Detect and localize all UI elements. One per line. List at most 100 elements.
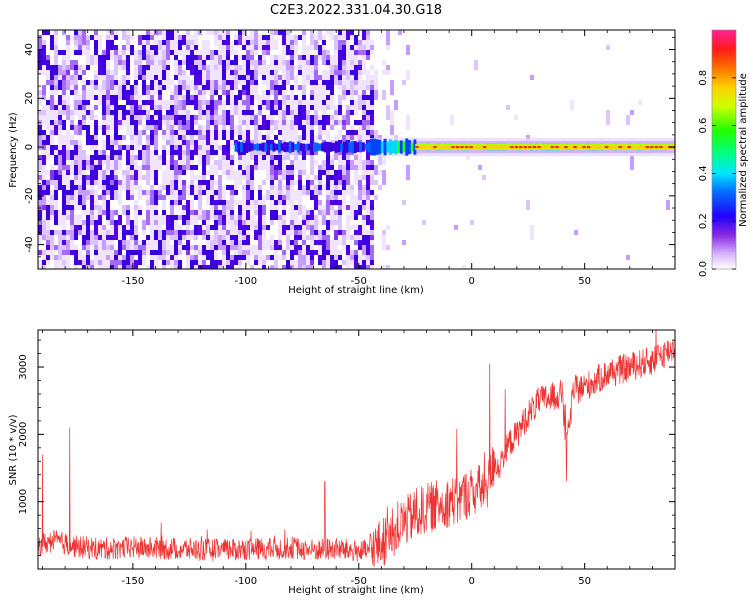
- spectrogram-cell: [342, 260, 346, 265]
- spectrogram-cell: [286, 60, 290, 70]
- carrier-segment: [275, 143, 279, 151]
- spectrogram-y-axis-label: Frequency (Hz): [8, 112, 19, 188]
- spectrogram-cell: [338, 85, 342, 90]
- spectrogram-cell: [334, 200, 338, 205]
- spectrogram-cell: [226, 250, 230, 260]
- spectrogram-cell: [90, 35, 94, 40]
- spectrogram-cell: [310, 115, 314, 125]
- spectrogram-cell: [78, 50, 82, 55]
- spectrogram-cell: [266, 225, 270, 230]
- spectrogram-cell: [258, 230, 262, 235]
- spectrogram-cell: [246, 60, 250, 65]
- spectrogram-cell: [302, 105, 306, 120]
- spectrogram-cell: [150, 115, 154, 125]
- spectrogram-cell: [126, 265, 130, 269]
- spectrogram-cell: [310, 210, 314, 225]
- carrier-peak: [482, 146, 487, 149]
- spectrogram-cell: [170, 145, 174, 150]
- spectrogram-cell: [366, 200, 370, 210]
- spectrogram-cell: [378, 170, 382, 175]
- spectrogram-cell: [190, 260, 194, 269]
- spectrogram-cell: [158, 160, 162, 165]
- colorbar-tick-label: 0.8: [698, 70, 709, 86]
- spectrogram-cell: [262, 40, 266, 45]
- spectrogram-cell: [226, 260, 230, 269]
- spectrogram-cell: [386, 45, 390, 50]
- spectrogram-cell: [302, 215, 306, 220]
- spectrogram-cell: [326, 170, 330, 175]
- spectrogram-cell: [134, 260, 138, 269]
- spectrogram-cell: [130, 175, 134, 180]
- spectrogram-cell: [62, 155, 66, 165]
- spectrogram-cell: [226, 45, 230, 50]
- spectrogram-cell: [270, 100, 274, 110]
- spectrogram-cell: [170, 180, 174, 195]
- spectrogram-cell: [274, 45, 278, 50]
- carrier-peak: [586, 146, 591, 149]
- spectrogram-cell: [366, 215, 370, 220]
- spectrogram-cell: [258, 250, 262, 255]
- y-tick-label: 3000: [18, 354, 29, 379]
- spectrogram-cell: [194, 175, 198, 180]
- spectrogram-cell: [226, 145, 230, 150]
- spectrogram-cell: [142, 110, 146, 115]
- spectrogram-cell: [122, 120, 126, 125]
- spectrogram-cell: [274, 70, 278, 80]
- spectrogram-cell: [90, 190, 94, 195]
- spectrogram-cell: [238, 260, 242, 269]
- spectrogram-cell: [218, 175, 222, 185]
- spectrogram-cell: [302, 135, 306, 140]
- spectrogram-cell: [170, 135, 174, 145]
- spectrogram-cell: [314, 175, 318, 180]
- spectrogram-cell: [178, 40, 182, 50]
- spectrogram-cell: [306, 130, 310, 145]
- carrier-peak: [537, 146, 541, 149]
- spectrogram-cell: [230, 50, 234, 55]
- spectrogram-cell: [258, 55, 262, 60]
- spectrogram-cell: [154, 85, 158, 90]
- spectrogram-cell: [302, 255, 306, 265]
- spectrogram-cell: [222, 235, 226, 240]
- spectrogram-cell: [230, 170, 234, 180]
- spectrogram-cell: [334, 220, 338, 225]
- spectrogram-cell: [54, 125, 58, 135]
- spectrogram-cell: [342, 150, 346, 165]
- spectrogram-cell: [78, 250, 82, 255]
- spectrogram-cell: [334, 215, 338, 220]
- spectrogram-cell: [102, 55, 106, 65]
- spectrogram-cell: [94, 220, 98, 225]
- spectrogram-cell: [238, 35, 242, 45]
- spectrogram-cell: [46, 220, 50, 235]
- spectrogram-cell: [178, 240, 182, 245]
- spectrogram-cell: [362, 40, 366, 45]
- spectrogram-cell: [94, 205, 98, 210]
- spectrogram-cell: [78, 185, 82, 200]
- spectrogram-cell: [238, 125, 242, 135]
- spectrogram-cell: [346, 70, 350, 85]
- spectrogram-cell: [118, 200, 122, 205]
- spectrogram-cell: [370, 40, 374, 45]
- spectrogram-cell: [114, 130, 118, 140]
- spectrogram-cell: [174, 265, 178, 269]
- spectrogram-cell: [270, 235, 274, 240]
- spectrogram-cell: [82, 150, 86, 160]
- spectrogram-cell: [174, 85, 178, 100]
- spectrogram-cell: [290, 250, 294, 260]
- spectrogram-cell: [214, 230, 218, 245]
- spectrogram-cell: [178, 125, 182, 130]
- spectrogram-cell: [58, 230, 62, 245]
- spectrogram-cell: [262, 260, 266, 265]
- carrier-peak: [604, 146, 609, 149]
- spectrogram-cell: [530, 75, 534, 80]
- spectrogram-cell: [38, 115, 42, 120]
- spectrogram-cell: [254, 150, 258, 155]
- spectrogram-cell: [198, 75, 202, 90]
- spectrogram-cell: [62, 30, 66, 35]
- spectrogram-cell: [54, 65, 58, 80]
- spectrogram-cell: [366, 120, 370, 125]
- spectrogram-cell: [354, 240, 358, 245]
- spectrogram-cell: [382, 170, 386, 185]
- spectrogram-cell: [350, 255, 354, 260]
- spectrogram-cell: [194, 260, 198, 269]
